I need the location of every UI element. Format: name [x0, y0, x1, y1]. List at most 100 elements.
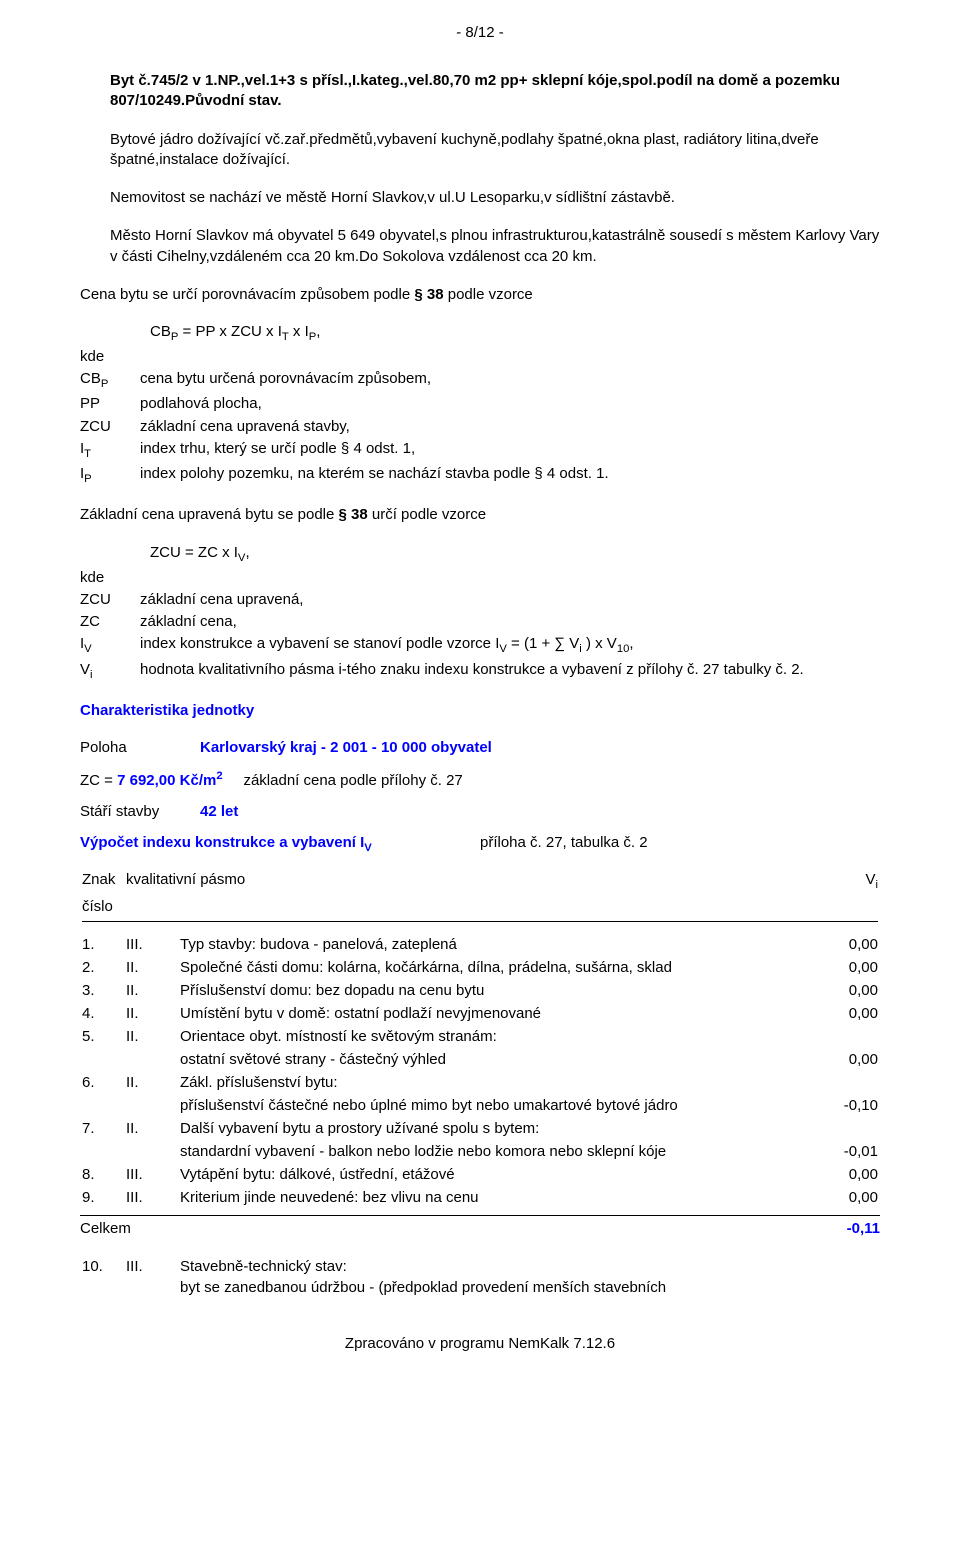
- def-key: PP: [80, 394, 140, 414]
- table-row: ostatní světové strany - částečný výhled…: [80, 1048, 880, 1071]
- table-divider: [80, 1215, 880, 1216]
- table-row: 8.III.Vytápění bytu: dálkové, ústřední, …: [80, 1163, 880, 1186]
- text: určí podle vzorce: [368, 506, 486, 523]
- row-num: 7.: [80, 1117, 124, 1140]
- total-row: Celkem -0,11: [80, 1220, 880, 1237]
- def-key: IV: [80, 634, 140, 657]
- row-val: 0,00: [816, 1002, 880, 1025]
- characteristics-heading: Charakteristika jednotky: [80, 701, 880, 721]
- def-row: ITindex trhu, který se určí podle § 4 od…: [80, 439, 880, 462]
- def-val: index polohy pozemku, na kterém se nachá…: [140, 464, 880, 487]
- zc-label: ZC =: [80, 772, 117, 789]
- row-val: 0,00: [816, 1186, 880, 1209]
- stari-label: Stáří stavby: [80, 803, 200, 820]
- row-desc: příslušenství částečné nebo úplné mimo b…: [178, 1094, 816, 1117]
- calc-heading-row: Výpočet indexu konstrukce a vybavení IV …: [80, 834, 880, 854]
- table-row: 2.II.Společné části domu: kolárna, kočár…: [80, 956, 880, 979]
- def-val: index konstrukce a vybavení se stanoví p…: [140, 634, 880, 657]
- row-pasmo: II.: [124, 1071, 178, 1094]
- age-row: Stáří stavby 42 let: [80, 803, 880, 820]
- location-row: Poloha Karlovarský kraj - 2 001 - 10 000…: [80, 739, 880, 756]
- quality-table: Znak kvalitativní pásmo Vi číslo: [80, 868, 880, 927]
- row-pasmo: II.: [124, 1002, 178, 1025]
- row-desc: Příslušenství domu: bez dopadu na cenu b…: [178, 979, 816, 1002]
- def-row: ZCUzákladní cena upravená stavby,: [80, 417, 880, 437]
- row-val: -0,01: [816, 1140, 880, 1163]
- celkem-value: -0,11: [847, 1220, 880, 1237]
- row-val: 0,00: [816, 979, 880, 1002]
- row-num: 6.: [80, 1071, 124, 1094]
- table-row: standardní vybavení - balkon nebo lodžie…: [80, 1140, 880, 1163]
- row-pasmo: II.: [124, 979, 178, 1002]
- def-row: ZCzákladní cena,: [80, 612, 880, 632]
- zc-desc: základní cena podle přílohy č. 27: [243, 772, 462, 789]
- row-pasmo: II.: [124, 1117, 178, 1140]
- vypocet-heading: Výpočet indexu konstrukce a vybavení IV: [80, 834, 480, 854]
- property-location: Nemovitost se nachází ve městě Horní Sla…: [80, 188, 880, 208]
- row-num: 5.: [80, 1025, 124, 1048]
- def-key: IT: [80, 439, 140, 462]
- row-desc: Zákl. příslušenství bytu:: [178, 1071, 816, 1094]
- def-row: ZCUzákladní cena upravená,: [80, 590, 880, 610]
- def-row: IPindex polohy pozemku, na kterém se nac…: [80, 464, 880, 487]
- apartment-description-2: Bytové jádro dožívající vč.zař.předmětů,…: [80, 130, 880, 171]
- cislo-label: číslo: [80, 895, 124, 918]
- document-page: - 8/12 - Byt č.745/2 v 1.NP.,vel.1+3 s p…: [0, 0, 960, 1392]
- def-val: index trhu, který se určí podle § 4 odst…: [140, 439, 880, 462]
- section-ref: § 38: [414, 286, 443, 303]
- row-num: 10.: [80, 1255, 124, 1299]
- poloha-label: Poloha: [80, 739, 200, 756]
- quality-table-body: 1.III.Typ stavby: budova - panelová, zat…: [80, 933, 880, 1209]
- row-pasmo: II.: [124, 1025, 178, 1048]
- table-row: 10. III. Stavebně-technický stav: byt se…: [80, 1255, 880, 1299]
- row-val: 0,00: [816, 1048, 880, 1071]
- def-row: Vihodnota kvalitativního pásma i-tého zn…: [80, 660, 880, 683]
- zcu-method-intro: Základní cena upravená bytu se podle § 3…: [80, 505, 880, 525]
- def-row: CBPcena bytu určená porovnávacím způsobe…: [80, 369, 880, 392]
- celkem-label: Celkem: [80, 1220, 131, 1237]
- text: podle vzorce: [444, 286, 533, 303]
- table-row: 6.II.Zákl. příslušenství bytu:: [80, 1071, 880, 1094]
- row-val: -0,10: [816, 1094, 880, 1117]
- def-key: ZC: [80, 612, 140, 632]
- row-desc: Stavebně-technický stav: byt se zanedban…: [178, 1255, 816, 1299]
- kde-label: kde: [80, 347, 140, 367]
- row-val: 0,00: [816, 956, 880, 979]
- table-divider: [82, 921, 878, 922]
- row-desc: Typ stavby: budova - panelová, zateplená: [178, 933, 816, 956]
- def-key: CBP: [80, 369, 140, 392]
- text: Základní cena upravená bytu se podle: [80, 506, 339, 523]
- formula-cbp: CBP = PP x ZCU x IT x IP,: [80, 323, 880, 343]
- def-val: základní cena,: [140, 612, 880, 632]
- row-num: 8.: [80, 1163, 124, 1186]
- row-desc: ostatní světové strany - částečný výhled: [178, 1048, 816, 1071]
- row-num: 4.: [80, 1002, 124, 1025]
- row-desc: standardní vybavení - balkon nebo lodžie…: [178, 1140, 816, 1163]
- row-desc: Orientace obyt. místností ke světovým st…: [178, 1025, 816, 1048]
- row-num: 9.: [80, 1186, 124, 1209]
- row-10: 10. III. Stavebně-technický stav: byt se…: [80, 1255, 880, 1299]
- row-val: 0,00: [816, 1163, 880, 1186]
- formula-zcu: ZCU = ZC x IV,: [80, 544, 880, 564]
- def-val: cena bytu určená porovnávacím způsobem,: [140, 369, 880, 392]
- city-description: Město Horní Slavkov má obyvatel 5 649 ob…: [80, 226, 880, 267]
- def-key: Vi: [80, 660, 140, 683]
- stari-value: 42 let: [200, 803, 880, 820]
- col-vi: Vi: [816, 868, 880, 895]
- def-row: PPpodlahová plocha,: [80, 394, 880, 414]
- def-val: základní cena upravená,: [140, 590, 880, 610]
- row-num: 3.: [80, 979, 124, 1002]
- def-key: ZCU: [80, 417, 140, 437]
- row-pasmo: III.: [124, 1186, 178, 1209]
- footer: Zpracováno v programu NemKalk 7.12.6: [80, 1335, 880, 1352]
- row-desc: Vytápění bytu: dálkové, ústřední, etážov…: [178, 1163, 816, 1186]
- row-pasmo: III.: [124, 1163, 178, 1186]
- text: Cena bytu se určí porovnávacím způsobem …: [80, 286, 414, 303]
- table-header: Znak kvalitativní pásmo Vi: [80, 868, 880, 895]
- col-znak: Znak: [80, 868, 124, 895]
- def-row: IVindex konstrukce a vybavení se stanoví…: [80, 634, 880, 657]
- table-row: 5.II.Orientace obyt. místností ke světov…: [80, 1025, 880, 1048]
- row-desc: Umístění bytu v domě: ostatní podlaží ne…: [178, 1002, 816, 1025]
- table-row: 7.II.Další vybavení bytu a prostory užív…: [80, 1117, 880, 1140]
- zc-row: ZC = 7 692,00 Kč/m2 základní cena podle …: [80, 770, 880, 789]
